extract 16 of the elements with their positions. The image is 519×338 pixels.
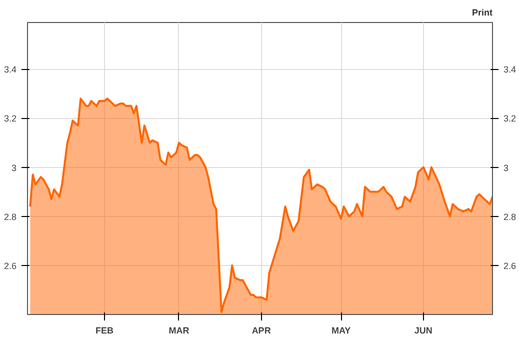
y2-tick-label: 3.2	[504, 114, 516, 124]
y2-tick-label: 2.6	[504, 260, 516, 271]
x-tick-label: MAY	[331, 326, 351, 336]
y2-tick-label: 3.4	[504, 64, 516, 75]
y-tick-label: 3.2	[4, 114, 17, 124]
x-tick-label: MAR	[168, 326, 190, 336]
y-tick-label: 2.8	[4, 212, 17, 222]
text: Print	[472, 8, 493, 18]
x-tick-label: JUN	[414, 326, 432, 336]
y-tick-label: 3	[11, 162, 17, 173]
x-tick-label: FEB	[96, 326, 114, 336]
y-tick-label: 2.6	[4, 260, 17, 271]
y2-tick-label: 3	[504, 162, 509, 173]
y-tick-label: 3.4	[4, 64, 17, 75]
x-tick-label: APR	[252, 326, 272, 336]
y2-tick-label: 2.8	[504, 212, 516, 222]
